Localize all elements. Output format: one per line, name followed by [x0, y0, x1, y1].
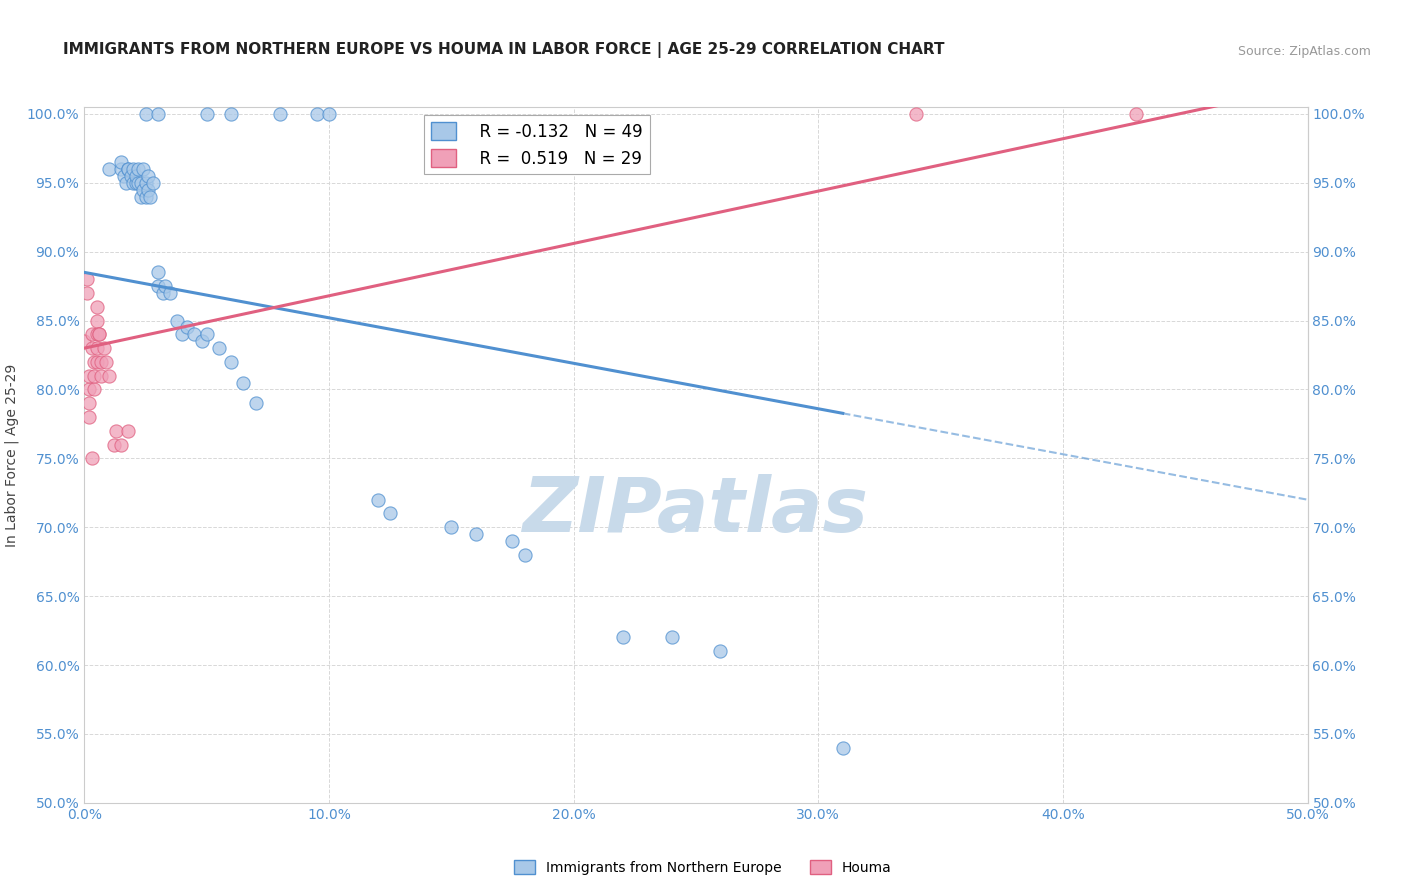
Point: [146, 265, 169, 279]
Point: [831, 740, 853, 755]
Point: [83, 368, 105, 383]
Point: [318, 107, 340, 121]
Point: [136, 169, 159, 183]
Point: [86, 313, 108, 327]
Point: [464, 527, 486, 541]
Point: [269, 107, 291, 121]
Point: [183, 327, 205, 342]
Point: [129, 189, 152, 203]
Point: [709, 644, 731, 658]
Point: [117, 424, 139, 438]
Point: [77, 410, 100, 425]
Point: [159, 286, 181, 301]
Point: [87, 327, 110, 342]
Point: [219, 355, 242, 369]
Point: [153, 279, 176, 293]
Point: [172, 327, 194, 342]
Point: [77, 396, 100, 410]
Point: [120, 169, 142, 183]
Point: [110, 437, 132, 451]
Point: [76, 286, 98, 301]
Point: [125, 176, 148, 190]
Point: [219, 107, 242, 121]
Point: [80, 451, 103, 466]
Point: [86, 341, 108, 355]
Point: [513, 548, 536, 562]
Point: [132, 183, 155, 197]
Point: [83, 355, 105, 369]
Point: [115, 176, 138, 190]
Point: [612, 631, 634, 645]
Point: [1125, 107, 1147, 121]
Point: [245, 396, 267, 410]
Text: ZIPatlas: ZIPatlas: [523, 474, 869, 548]
Point: [440, 520, 463, 534]
Point: [195, 327, 218, 342]
Point: [176, 320, 198, 334]
Point: [90, 368, 112, 383]
Point: [83, 383, 105, 397]
Point: [166, 313, 188, 327]
Point: [117, 162, 139, 177]
Point: [905, 107, 928, 121]
Point: [122, 176, 145, 190]
Point: [232, 376, 254, 390]
Legend:   R = -0.132   N = 49,   R =  0.519   N = 29: R = -0.132 N = 49, R = 0.519 N = 29: [425, 115, 650, 174]
Point: [93, 341, 115, 355]
Text: Source: ZipAtlas.com: Source: ZipAtlas.com: [1237, 45, 1371, 58]
Point: [125, 169, 148, 183]
Legend: Immigrants from Northern Europe, Houma: Immigrants from Northern Europe, Houma: [509, 855, 897, 880]
Point: [132, 162, 155, 177]
Point: [146, 107, 169, 121]
Point: [117, 162, 139, 177]
Point: [77, 383, 100, 397]
Point: [77, 368, 100, 383]
Point: [135, 176, 157, 190]
Point: [97, 368, 120, 383]
Point: [122, 162, 145, 177]
Point: [86, 327, 108, 342]
Point: [97, 162, 120, 177]
Point: [76, 272, 98, 286]
Point: [105, 424, 128, 438]
Point: [305, 107, 328, 121]
Point: [135, 189, 157, 203]
Point: [135, 107, 157, 121]
Point: [208, 341, 231, 355]
Point: [112, 169, 135, 183]
Point: [502, 534, 524, 549]
Point: [127, 176, 149, 190]
Point: [73, 334, 96, 349]
Point: [80, 327, 103, 342]
Point: [142, 176, 165, 190]
Text: IMMIGRANTS FROM NORTHERN EUROPE VS HOUMA IN LABOR FORCE | AGE 25-29 CORRELATION : IMMIGRANTS FROM NORTHERN EUROPE VS HOUMA…: [63, 42, 945, 58]
Point: [103, 437, 125, 451]
Point: [127, 162, 149, 177]
Point: [110, 162, 132, 177]
Point: [152, 286, 174, 301]
Point: [136, 183, 159, 197]
Point: [86, 355, 108, 369]
Point: [367, 492, 389, 507]
Point: [90, 355, 112, 369]
Point: [110, 155, 132, 169]
Y-axis label: In Labor Force | Age 25-29: In Labor Force | Age 25-29: [4, 363, 18, 547]
Point: [195, 107, 218, 121]
Point: [86, 300, 108, 314]
Point: [146, 279, 169, 293]
Point: [87, 327, 110, 342]
Point: [380, 507, 402, 521]
Point: [191, 334, 214, 349]
Point: [139, 189, 162, 203]
Point: [661, 631, 683, 645]
Point: [80, 341, 103, 355]
Point: [96, 355, 118, 369]
Point: [129, 176, 152, 190]
